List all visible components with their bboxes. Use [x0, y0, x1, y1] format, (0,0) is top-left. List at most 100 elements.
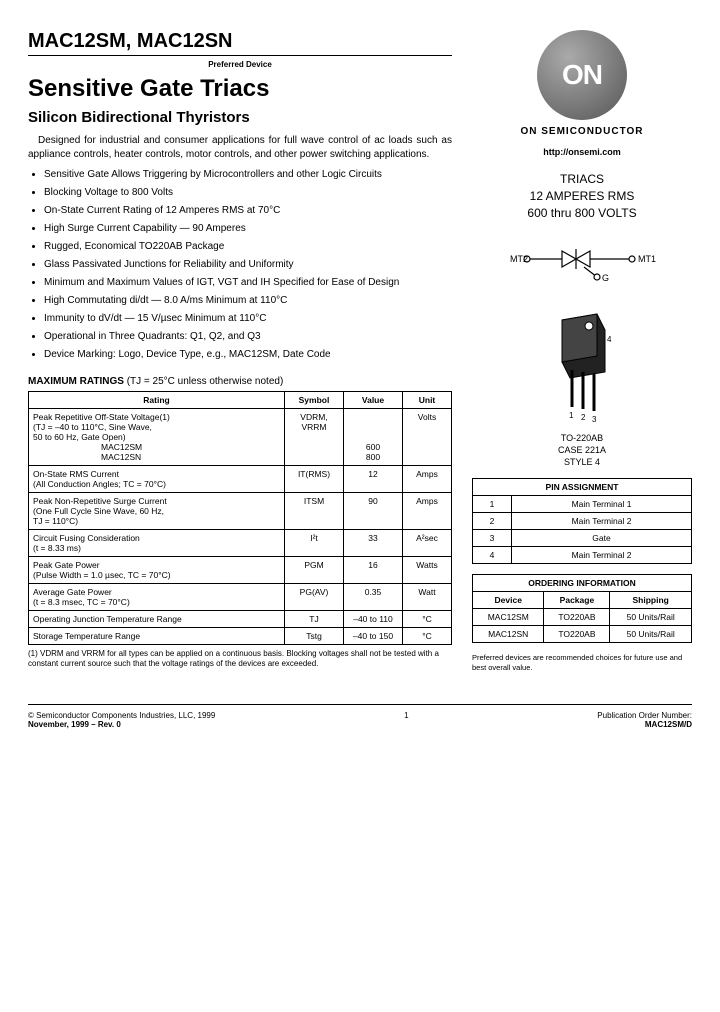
table-row: Operating Junction Temperature RangeTJ–4… — [29, 611, 452, 628]
part-numbers: MAC12SM, MAC12SN — [28, 30, 452, 53]
feature-item: Blocking Voltage to 800 Volts — [44, 185, 452, 200]
cell: 50 Units/Rail — [610, 626, 692, 643]
cell-unit: Amps — [403, 466, 452, 493]
schematic-svg: MT2 MT1 G — [502, 239, 662, 289]
svg-text:1: 1 — [569, 411, 574, 420]
cell: MAC12SM — [473, 609, 544, 626]
package-svg: 1 2 3 4 — [537, 312, 627, 422]
cell-rating: On-State RMS Current (All Conduction Ang… — [29, 466, 285, 493]
table-header-row: Device Package Shipping — [473, 592, 692, 609]
cell-value: 90 — [344, 493, 403, 530]
svg-text:2: 2 — [581, 413, 586, 422]
spec-line: TRIACS — [472, 171, 692, 188]
cell-symbol: PGM — [285, 557, 344, 584]
feature-item: Rugged, Economical TO220AB Package — [44, 239, 452, 254]
g-label: G — [602, 273, 609, 283]
cell-rating: Average Gate Power (t = 8.3 msec, TC = 7… — [29, 584, 285, 611]
svg-text:3: 3 — [592, 415, 597, 422]
spec-line: 12 AMPERES RMS — [472, 188, 692, 205]
table-row: 1Main Terminal 1 — [473, 496, 692, 513]
copyright: © Semiconductor Components Industries, L… — [28, 711, 215, 720]
right-column: ON ON SEMICONDUCTOR http://onsemi.com TR… — [472, 30, 692, 680]
intro-paragraph: Designed for industrial and consumer app… — [28, 134, 452, 161]
cell-value: 600 800 — [344, 409, 403, 466]
cell-pin-name: Gate — [512, 530, 692, 547]
ordering-table: ORDERING INFORMATION Device Package Ship… — [472, 574, 692, 643]
pin-table-title: PIN ASSIGNMENT — [473, 479, 692, 496]
ratings-heading-text: MAXIMUM RATINGS — [28, 376, 124, 387]
table-row: 2Main Terminal 2 — [473, 513, 692, 530]
table-header-row: Rating Symbol Value Unit — [29, 392, 452, 409]
preferred-note: Preferred devices are recommended choice… — [472, 653, 692, 673]
revision: November, 1999 – Rev. 0 — [28, 720, 215, 729]
col-device: Device — [473, 592, 544, 609]
col-value: Value — [344, 392, 403, 409]
cell-symbol: IT(RMS) — [285, 466, 344, 493]
cell-unit: A²sec — [403, 530, 452, 557]
cell-value: 33 — [344, 530, 403, 557]
mt2-label: MT2 — [510, 254, 528, 264]
spec-line: 600 thru 800 VOLTS — [472, 205, 692, 222]
logo-icon: ON — [537, 30, 627, 120]
main-title: Sensitive Gate Triacs — [28, 75, 452, 103]
package-drawing: 1 2 3 4 — [472, 312, 692, 427]
cell-rating: Peak Non-Repetitive Surge Current (One F… — [29, 493, 285, 530]
table-row: On-State RMS Current (All Conduction Ang… — [29, 466, 452, 493]
ratings-footnote: (1) VDRM and VRRM for all types can be a… — [28, 649, 452, 670]
feature-item: Sensitive Gate Allows Triggering by Micr… — [44, 167, 452, 182]
cell-symbol: Tstg — [285, 628, 344, 645]
feature-item: Glass Passivated Junctions for Reliabili… — [44, 257, 452, 272]
svg-text:4: 4 — [607, 335, 612, 344]
table-row: Average Gate Power (t = 8.3 msec, TC = 7… — [29, 584, 452, 611]
footer-page: 1 — [215, 711, 597, 729]
feature-item: Minimum and Maximum Values of IGT, VGT a… — [44, 275, 452, 290]
pkg-line: CASE 221A — [472, 445, 692, 457]
cell-value: 12 — [344, 466, 403, 493]
cell-rating: Operating Junction Temperature Range — [29, 611, 285, 628]
package-labels: TO-220AB CASE 221A STYLE 4 — [472, 433, 692, 468]
table-row: MAC12SMTO220AB50 Units/Rail — [473, 609, 692, 626]
page-footer: © Semiconductor Components Industries, L… — [28, 704, 692, 729]
specs-box: TRIACS 12 AMPERES RMS 600 thru 800 VOLTS — [472, 171, 692, 221]
brand-name: ON SEMICONDUCTOR — [472, 126, 692, 137]
ratings-heading-note: (TJ = 25°C unless otherwise noted) — [127, 376, 284, 387]
cell-symbol: ITSM — [285, 493, 344, 530]
table-row: Peak Repetitive Off-State Voltage(1) (TJ… — [29, 409, 452, 466]
cell-rating: Peak Repetitive Off-State Voltage(1) (TJ… — [29, 409, 285, 466]
brand-url: http://onsemi.com — [472, 147, 692, 157]
ratings-heading: MAXIMUM RATINGS (TJ = 25°C unless otherw… — [28, 376, 452, 387]
table-row: Circuit Fusing Consideration (t = 8.33 m… — [29, 530, 452, 557]
cell-rating: Peak Gate Power (Pulse Width = 1.0 µsec,… — [29, 557, 285, 584]
cell: MAC12SN — [473, 626, 544, 643]
footer-right: Publication Order Number: MAC12SM/D — [597, 711, 692, 729]
pkg-line: TO-220AB — [472, 433, 692, 445]
col-package: Package — [544, 592, 610, 609]
feature-item: Device Marking: Logo, Device Type, e.g.,… — [44, 347, 452, 362]
feature-item: High Commutating di/dt — 8.0 A/ms Minimu… — [44, 293, 452, 308]
cell: TO220AB — [544, 609, 610, 626]
triac-schematic: MT2 MT1 G — [472, 239, 692, 294]
footer-left: © Semiconductor Components Industries, L… — [28, 711, 215, 729]
table-row: 3Gate — [473, 530, 692, 547]
col-shipping: Shipping — [610, 592, 692, 609]
table-row: Peak Non-Repetitive Surge Current (One F… — [29, 493, 452, 530]
feature-item: Operational in Three Quadrants: Q1, Q2, … — [44, 329, 452, 344]
col-symbol: Symbol — [285, 392, 344, 409]
feature-list: Sensitive Gate Allows Triggering by Micr… — [28, 167, 452, 362]
cell-unit: °C — [403, 611, 452, 628]
table-row: 4Main Terminal 2 — [473, 547, 692, 564]
table-row: Peak Gate Power (Pulse Width = 1.0 µsec,… — [29, 557, 452, 584]
cell-pin-num: 2 — [473, 513, 512, 530]
ratings-table: Rating Symbol Value Unit Peak Repetitive… — [28, 391, 452, 645]
cell-unit: Watts — [403, 557, 452, 584]
cell-pin-num: 1 — [473, 496, 512, 513]
cell-symbol: I²t — [285, 530, 344, 557]
table-row: MAC12SNTO220AB50 Units/Rail — [473, 626, 692, 643]
feature-item: On-State Current Rating of 12 Amperes RM… — [44, 203, 452, 218]
left-column: MAC12SM, MAC12SN Preferred Device Sensit… — [28, 30, 452, 680]
mt1-label: MT1 — [638, 254, 656, 264]
cell-unit: Amps — [403, 493, 452, 530]
table-row: Storage Temperature RangeTstg–40 to 150°… — [29, 628, 452, 645]
cell-symbol: PG(AV) — [285, 584, 344, 611]
pkg-line: STYLE 4 — [472, 457, 692, 469]
